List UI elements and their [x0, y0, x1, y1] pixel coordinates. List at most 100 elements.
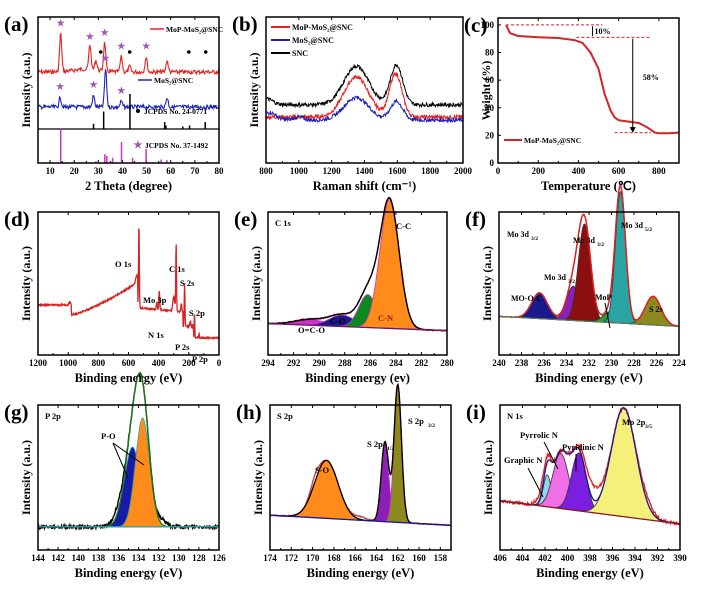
x-tick-label: 1400 — [356, 166, 375, 176]
x-tick-label: 400 — [152, 358, 166, 368]
reference-label: JCPDS No. 24-0771 — [144, 107, 207, 116]
x-axis-label: Binding energy (eV) — [75, 371, 183, 385]
star-marker: ★ — [89, 80, 98, 90]
x-axis-label: Raman shift (cm⁻¹) — [313, 179, 416, 193]
x-tick-label: 126 — [212, 553, 226, 563]
legend-label: MoS₂@SNC — [292, 36, 334, 45]
x-tick-label: 800 — [652, 166, 666, 176]
y-axis-label: Intensity (a.u.) — [19, 440, 33, 515]
x-tick-label: 136 — [112, 553, 126, 563]
dot-marker — [127, 50, 132, 54]
y-axis-label: Intensity (a.u.) — [19, 52, 33, 127]
x-tick-label: 1200 — [323, 166, 342, 176]
component-fill-s-2s — [499, 296, 679, 327]
peak-label-p2p: P 2p — [192, 354, 208, 364]
component-fill-c-n — [268, 294, 447, 331]
x-tick-label: 224 — [672, 358, 686, 368]
x-tick-label: 0 — [496, 166, 501, 176]
arrow-mop — [604, 302, 611, 329]
x-tick-label: 390 — [673, 553, 687, 563]
peak-label-s2p: S 2p — [189, 308, 205, 318]
component-label-o-c-o: O=C-O — [298, 325, 325, 335]
x-tick-label: 166 — [348, 553, 362, 563]
y-tick-label: 100 — [481, 20, 495, 30]
component-fill-graphic-n — [500, 474, 680, 524]
x-tick-label: 174 — [263, 553, 277, 563]
x-tick-label: 400 — [572, 166, 586, 176]
x-tick-label: 130 — [172, 553, 186, 563]
component-fill-mo-3d3-2 — [499, 224, 679, 327]
baseline — [267, 322, 448, 332]
x-tick-label: 1600 — [388, 166, 407, 176]
peak-label-n1s: N 1s — [148, 330, 165, 340]
panel-label: (h) — [236, 400, 262, 424]
panel-label: (i) — [466, 400, 486, 424]
x-tick-label: 280 — [440, 358, 454, 368]
plot-frame — [37, 404, 220, 551]
x-tick-label: 128 — [192, 553, 206, 563]
component-label-c-n: C-N — [378, 313, 394, 323]
component-label-s2s: S 2s — [649, 305, 663, 314]
x-tick-label: 238 — [515, 358, 529, 368]
core-level-title: C 1s — [275, 218, 292, 228]
x-tick-label: 132 — [152, 553, 166, 563]
plot-frame — [267, 211, 448, 356]
baseline — [498, 315, 680, 328]
legend-label: MoP-MoS₂@SNC — [166, 25, 223, 34]
x-axis-label: Binding energy (eV) — [307, 566, 415, 580]
x-tick-label: 290 — [312, 358, 326, 368]
component-label-c-o: C-O — [330, 316, 346, 326]
panel-label: (a) — [4, 12, 29, 36]
star-marker: ★ — [102, 53, 111, 63]
x-tick-label: 800 — [259, 166, 273, 176]
plot-frame — [499, 404, 681, 551]
panel-label: (d) — [4, 207, 30, 231]
component-label-graphic-n: Graphic N — [504, 455, 543, 465]
component-label-mop: MoP — [595, 293, 612, 302]
arrow-p-o-2 — [112, 442, 145, 466]
component-fill-s-2p1-2 — [270, 442, 451, 526]
x-tick-label: 288 — [338, 358, 352, 368]
component-fill-mo-o-c — [499, 292, 679, 327]
y-axis-label: Intensity (a.u.) — [249, 246, 263, 321]
x-tick-label: 20 — [70, 166, 80, 176]
x-axis-label: Binding energy (ev) — [305, 371, 410, 385]
x-tick-label: 70 — [190, 166, 200, 176]
plot-frame — [497, 17, 680, 164]
panel-a: (a) Intensity (a.u.) 2 Theta (degree) 10 20 3… — [4, 12, 224, 193]
panel-h: (h) Intensity (a.u.) Binding energy (eV) 17… — [236, 382, 452, 580]
x-tick-label: 170 — [306, 553, 320, 563]
x-tick-label: 394 — [628, 553, 642, 563]
x-tick-label: 2000 — [454, 166, 473, 176]
component-label-pyridinic-n: Pyridinic N — [562, 442, 605, 452]
x-tick-label: 172 — [285, 553, 299, 563]
component-fill-c-c — [268, 199, 447, 331]
y-axis-label: Intensity (a.u.) — [251, 440, 265, 515]
fitted-envelope-line — [499, 184, 680, 327]
component-label-mo3d-d: Mo 3d — [621, 221, 644, 230]
component-label-subscript: 3/5 — [645, 424, 652, 430]
y-axis-label: Intensity (a.u.) — [247, 52, 261, 127]
series-line-mop-mos2-snc — [265, 71, 464, 121]
panel-f: (f) Intensity (a.u.) Binding energy (eV) 24… — [465, 184, 686, 385]
component-fill-o-c-o — [268, 319, 447, 331]
peak-label-s2s: S 2s — [180, 278, 195, 288]
y-tick-label: 80 — [485, 48, 495, 58]
component-label-subscript: 3/2 — [568, 279, 575, 285]
x-tick-label: 50 — [142, 166, 152, 176]
x-tick-label: 144 — [31, 553, 45, 563]
peak-label-p2s: P 2s — [175, 342, 190, 352]
component-fill-p-o — [38, 447, 219, 527]
component-label-subscript: 3/2 — [531, 236, 538, 242]
panel-g: (g) Intensity (a.u.) Binding energy (eV) 14… — [4, 371, 226, 580]
x-tick-label: 226 — [650, 358, 664, 368]
y-tick-label: 0 — [490, 158, 495, 168]
x-tick-label: 406 — [493, 553, 507, 563]
reference-label: JCPDS No. 37-1492 — [145, 141, 208, 150]
y-tick-label: 40 — [485, 103, 495, 113]
x-tick-label: 1000 — [290, 166, 309, 176]
y-axis-label: Intensity (a.u.) — [481, 440, 495, 515]
star-marker: ★ — [142, 41, 151, 51]
x-tick-label: 160 — [412, 553, 426, 563]
component-label-pyrrolic-n: Pyrrolic N — [520, 430, 559, 440]
